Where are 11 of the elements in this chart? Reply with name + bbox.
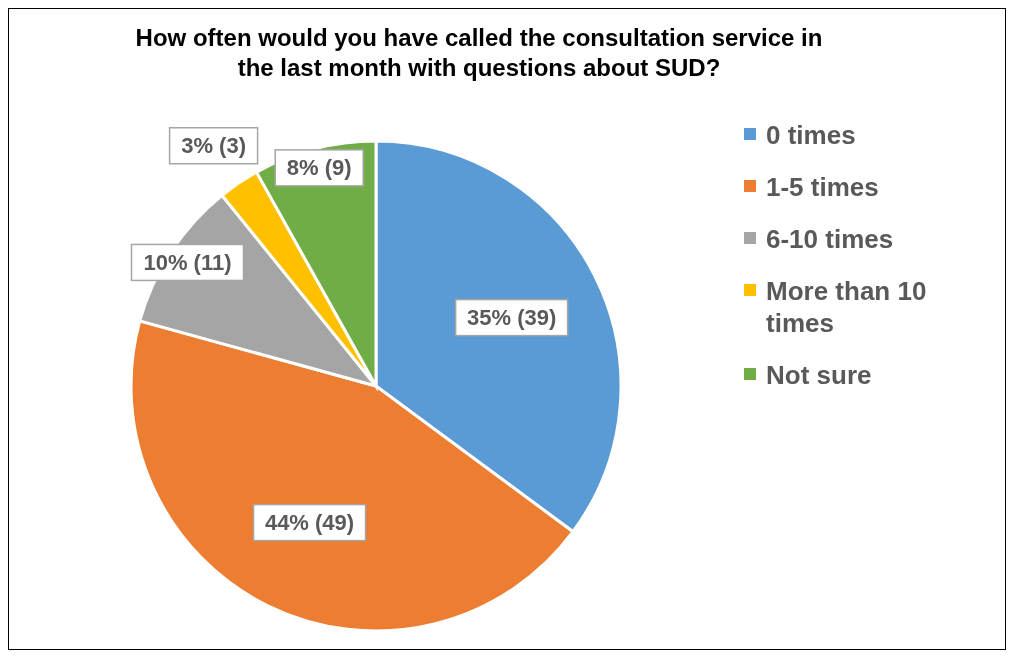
legend-label: More than 10 times — [766, 275, 928, 339]
data-label: 3% (3) — [181, 133, 247, 159]
legend-label: Not sure — [766, 359, 873, 391]
data-label: 10% (11) — [143, 249, 232, 275]
data-label: 44% (49) — [264, 510, 355, 536]
data-label: 8% (9) — [286, 155, 352, 181]
data-label: 35% (39) — [466, 305, 557, 331]
legend-label: 6-10 times — [766, 223, 895, 255]
legend-label: 1-5 times — [766, 171, 880, 203]
chart-title: How often would you have called the consultation service in the last month with questions about SUD? — [134, 23, 824, 83]
legend-label: 0 times — [766, 119, 857, 151]
